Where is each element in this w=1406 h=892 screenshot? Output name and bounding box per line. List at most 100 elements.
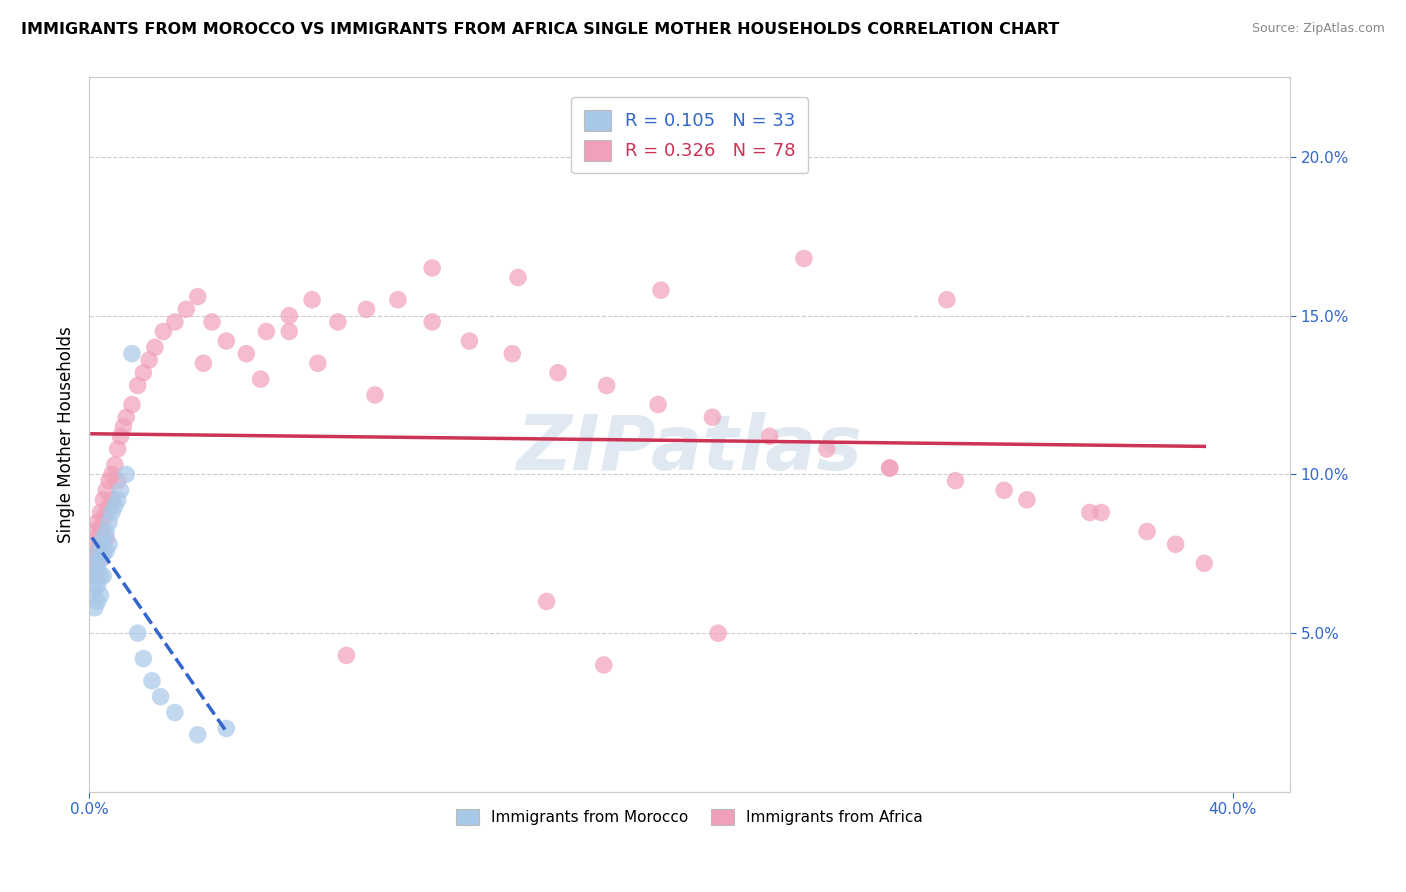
Point bbox=[83, 600, 105, 615]
Point bbox=[201, 315, 224, 329]
Point bbox=[98, 499, 121, 513]
Point bbox=[89, 569, 111, 583]
Point bbox=[163, 315, 186, 329]
Point bbox=[307, 356, 329, 370]
Point bbox=[107, 474, 129, 488]
Point bbox=[89, 543, 111, 558]
Point bbox=[254, 325, 277, 339]
Text: ZIPatlas: ZIPatlas bbox=[516, 412, 862, 486]
Point bbox=[104, 458, 127, 472]
Point bbox=[138, 353, 160, 368]
Point bbox=[1015, 492, 1038, 507]
Point bbox=[501, 347, 523, 361]
Point bbox=[174, 302, 197, 317]
Point bbox=[215, 334, 238, 348]
Point bbox=[506, 270, 529, 285]
Point bbox=[547, 366, 569, 380]
Point bbox=[127, 626, 149, 640]
Point bbox=[187, 728, 209, 742]
Point bbox=[235, 347, 257, 361]
Point bbox=[1164, 537, 1187, 551]
Point bbox=[89, 506, 111, 520]
Point bbox=[86, 515, 108, 529]
Point bbox=[101, 492, 124, 507]
Point bbox=[86, 563, 108, 577]
Point bbox=[650, 283, 672, 297]
Point bbox=[112, 419, 135, 434]
Point bbox=[86, 531, 108, 545]
Point bbox=[1194, 557, 1216, 571]
Point bbox=[420, 315, 443, 329]
Point bbox=[326, 315, 349, 329]
Point bbox=[193, 356, 215, 370]
Point bbox=[127, 378, 149, 392]
Point bbox=[104, 499, 127, 513]
Point bbox=[86, 547, 108, 561]
Point bbox=[93, 569, 115, 583]
Point bbox=[96, 506, 118, 520]
Point bbox=[249, 372, 271, 386]
Point bbox=[98, 537, 121, 551]
Y-axis label: Single Mother Households: Single Mother Households bbox=[58, 326, 75, 543]
Point bbox=[121, 347, 143, 361]
Point bbox=[536, 594, 558, 608]
Point bbox=[141, 673, 163, 688]
Point bbox=[98, 474, 121, 488]
Point bbox=[107, 442, 129, 456]
Point bbox=[96, 543, 118, 558]
Point bbox=[278, 325, 301, 339]
Point bbox=[86, 578, 108, 592]
Point bbox=[132, 651, 155, 665]
Point bbox=[80, 563, 103, 577]
Point bbox=[96, 524, 118, 539]
Point bbox=[101, 467, 124, 482]
Text: Source: ZipAtlas.com: Source: ZipAtlas.com bbox=[1251, 22, 1385, 36]
Point bbox=[387, 293, 409, 307]
Point bbox=[595, 378, 617, 392]
Point bbox=[83, 524, 105, 539]
Point bbox=[110, 483, 132, 498]
Point bbox=[215, 722, 238, 736]
Point bbox=[115, 410, 138, 425]
Point bbox=[702, 410, 724, 425]
Point bbox=[301, 293, 323, 307]
Point bbox=[707, 626, 730, 640]
Point bbox=[80, 547, 103, 561]
Point bbox=[89, 537, 111, 551]
Point bbox=[96, 531, 118, 545]
Point bbox=[93, 492, 115, 507]
Text: IMMIGRANTS FROM MOROCCO VS IMMIGRANTS FROM AFRICA SINGLE MOTHER HOUSEHOLDS CORRE: IMMIGRANTS FROM MOROCCO VS IMMIGRANTS FR… bbox=[21, 22, 1059, 37]
Point bbox=[815, 442, 838, 456]
Point bbox=[163, 706, 186, 720]
Point bbox=[647, 398, 669, 412]
Point bbox=[86, 557, 108, 571]
Point bbox=[758, 429, 780, 443]
Point bbox=[364, 388, 387, 402]
Point bbox=[132, 366, 155, 380]
Point bbox=[793, 252, 815, 266]
Point bbox=[83, 569, 105, 583]
Point bbox=[1136, 524, 1159, 539]
Point bbox=[1090, 506, 1112, 520]
Point bbox=[993, 483, 1015, 498]
Point bbox=[115, 467, 138, 482]
Point bbox=[83, 543, 105, 558]
Point bbox=[143, 340, 166, 354]
Point bbox=[356, 302, 378, 317]
Point bbox=[879, 461, 901, 475]
Point bbox=[592, 657, 614, 672]
Point bbox=[98, 515, 121, 529]
Point bbox=[420, 260, 443, 275]
Point bbox=[89, 588, 111, 602]
Point bbox=[1078, 506, 1101, 520]
Point bbox=[335, 648, 357, 663]
Point bbox=[121, 398, 143, 412]
Point bbox=[879, 461, 901, 475]
Point bbox=[93, 531, 115, 545]
Point bbox=[152, 325, 174, 339]
Point bbox=[96, 483, 118, 498]
Point bbox=[278, 309, 301, 323]
Point bbox=[89, 521, 111, 535]
Point bbox=[93, 537, 115, 551]
Point bbox=[93, 547, 115, 561]
